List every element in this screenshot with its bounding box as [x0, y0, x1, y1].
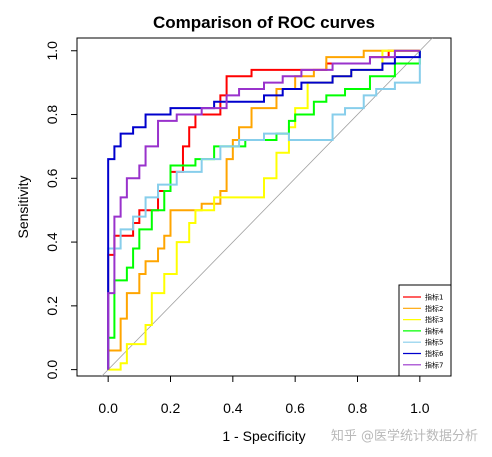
legend-items: 指标1 指标2 指标3 指标4 指标5 指标6 指标7	[403, 293, 444, 369]
legend-label-1: 指标1	[425, 293, 443, 302]
roc-curve-7	[107, 49, 420, 370]
x-tick-label: 0.4	[223, 400, 243, 416]
x-tick-label: 0.6	[285, 400, 305, 416]
y-tick-label: 0.6	[44, 168, 60, 188]
y-tick-label: 0.8	[44, 105, 60, 125]
watermark-text: 知乎 @医学统计数据分析	[331, 428, 478, 444]
x-tick-label: 0.0	[98, 400, 118, 416]
y-tick-label: 1.0	[44, 41, 60, 61]
legend-label-2: 指标2	[425, 304, 443, 313]
roc-curve-6	[107, 50, 421, 370]
series-layer	[107, 49, 421, 371]
roc-curve-5	[107, 50, 421, 370]
legend-label-3: 指标3	[425, 315, 443, 324]
x-tick-label: 0.2	[161, 400, 181, 416]
y-axis: 0.0 0.2 0.4 0.6 0.8 1.0	[44, 41, 77, 380]
plot-frame	[76, 37, 452, 377]
y-axis-label: Sensitivity	[15, 175, 31, 238]
y-tick-label: 0.2	[44, 296, 60, 316]
legend-label-5: 指标5	[425, 338, 443, 347]
chart-title: Comparison of ROC curves	[153, 13, 375, 32]
reference-diagonal-line	[101, 37, 433, 377]
x-axis: 0.0 0.2 0.4 0.6 0.8 1.0	[98, 376, 430, 416]
x-axis-label: 1 - Specificity	[222, 428, 305, 444]
x-tick-label: 1.0	[410, 400, 430, 416]
x-tick-label: 0.8	[348, 400, 368, 416]
plot-region	[76, 37, 452, 377]
roc-curve-2	[107, 49, 420, 370]
legend: 指标1 指标2 指标3 指标4 指标5 指标6 指标7	[398, 284, 452, 377]
legend-label-4: 指标4	[425, 326, 444, 335]
legend-label-7: 指标7	[425, 360, 443, 369]
legend-label-6: 指标6	[425, 349, 444, 358]
y-tick-label: 0.4	[44, 232, 60, 252]
y-tick-label: 0.0	[44, 360, 60, 380]
